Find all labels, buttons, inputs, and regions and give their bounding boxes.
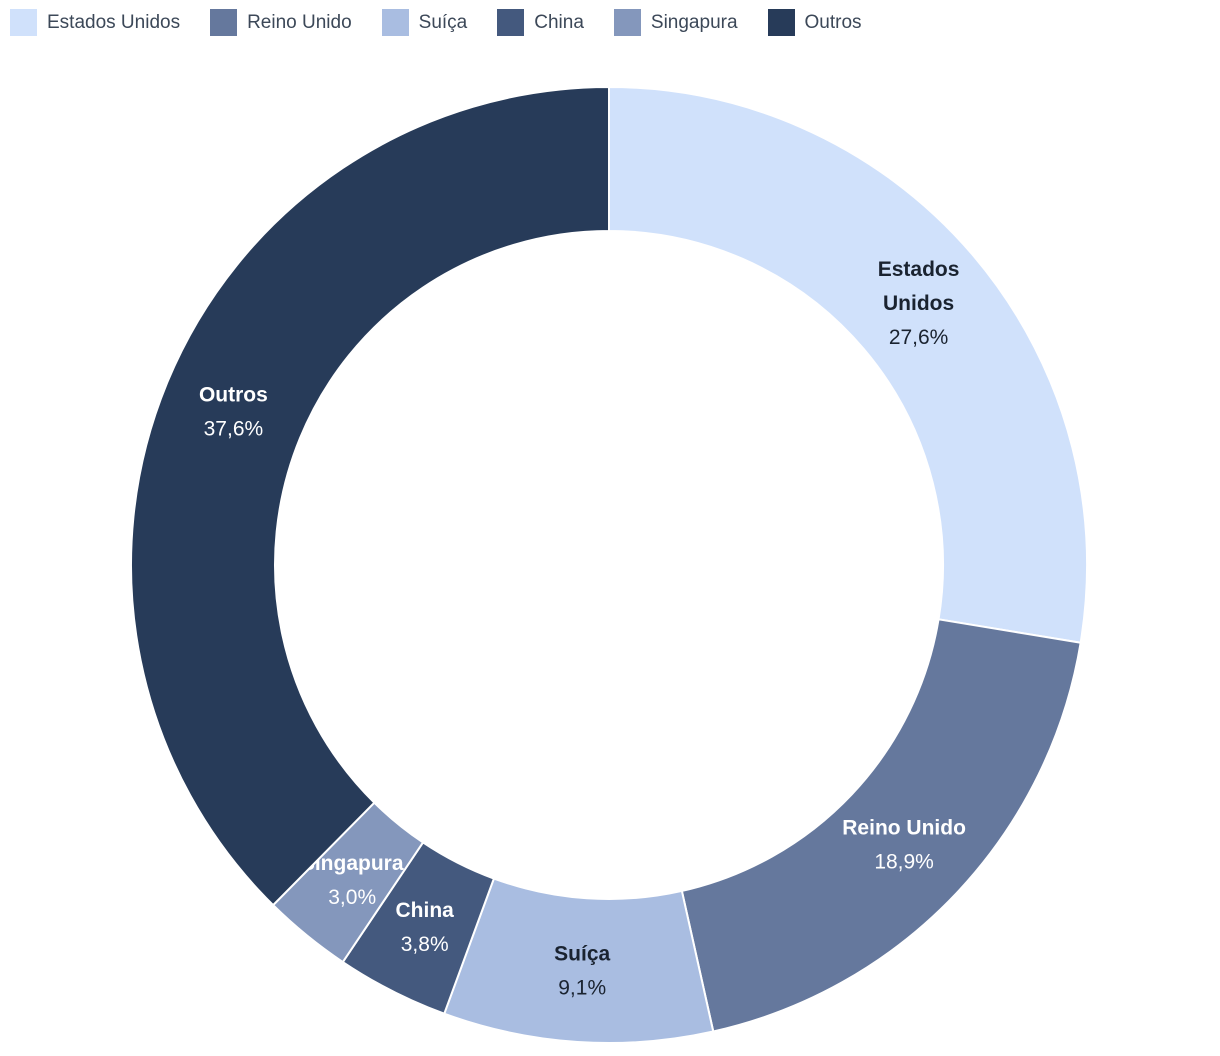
legend-swatch-china [497,9,525,36]
legend-item-singapura: Singapura [613,9,738,36]
donut-slice-estados-unidos[interactable] [608,86,1088,644]
legend-item-suica: Suíça [381,9,468,36]
slice-label-estados-unidos: Estados Unidos 27,6% [878,258,960,349]
legend-item-outros: Outros [767,9,862,36]
legend-item-estados-unidos: Estados Unidos [10,9,180,36]
chart-legend: Estados Unidos Reino Unido Suíça China Singa… [10,9,862,36]
slice-label-singapura: Singapura 3,0% [301,852,404,909]
legend-item-reino-unido: Reino Unido [210,9,352,36]
slice-label-suica: Suíça 9,1% [554,943,610,1000]
legend-label-reino-unido: Reino Unido [247,12,352,33]
legend-item-china: China [497,9,584,36]
donut-slice-reino-unido[interactable] [680,618,1082,1033]
slice-label-outros: Outros 37,6% [199,383,268,440]
legend-label-suica: Suíça [418,12,468,33]
legend-label-china: China [534,12,584,33]
slice-label-china: China 3,8% [396,899,455,956]
legend-label-estados-unidos: Estados Unidos [47,12,181,33]
legend-swatch-reino-unido [210,9,238,36]
legend-swatch-outros [767,9,795,36]
legend-label-outros: Outros [804,12,862,33]
slice-label-reino-unido: Reino Unido 18,9% [842,816,966,873]
legend-label-singapura: Singapura [650,12,738,33]
donut-slice-outros[interactable] [130,86,610,907]
legend-swatch-suica [381,9,409,36]
legend-swatch-estados-unidos [10,9,37,36]
legend-swatch-singapura [613,9,641,36]
